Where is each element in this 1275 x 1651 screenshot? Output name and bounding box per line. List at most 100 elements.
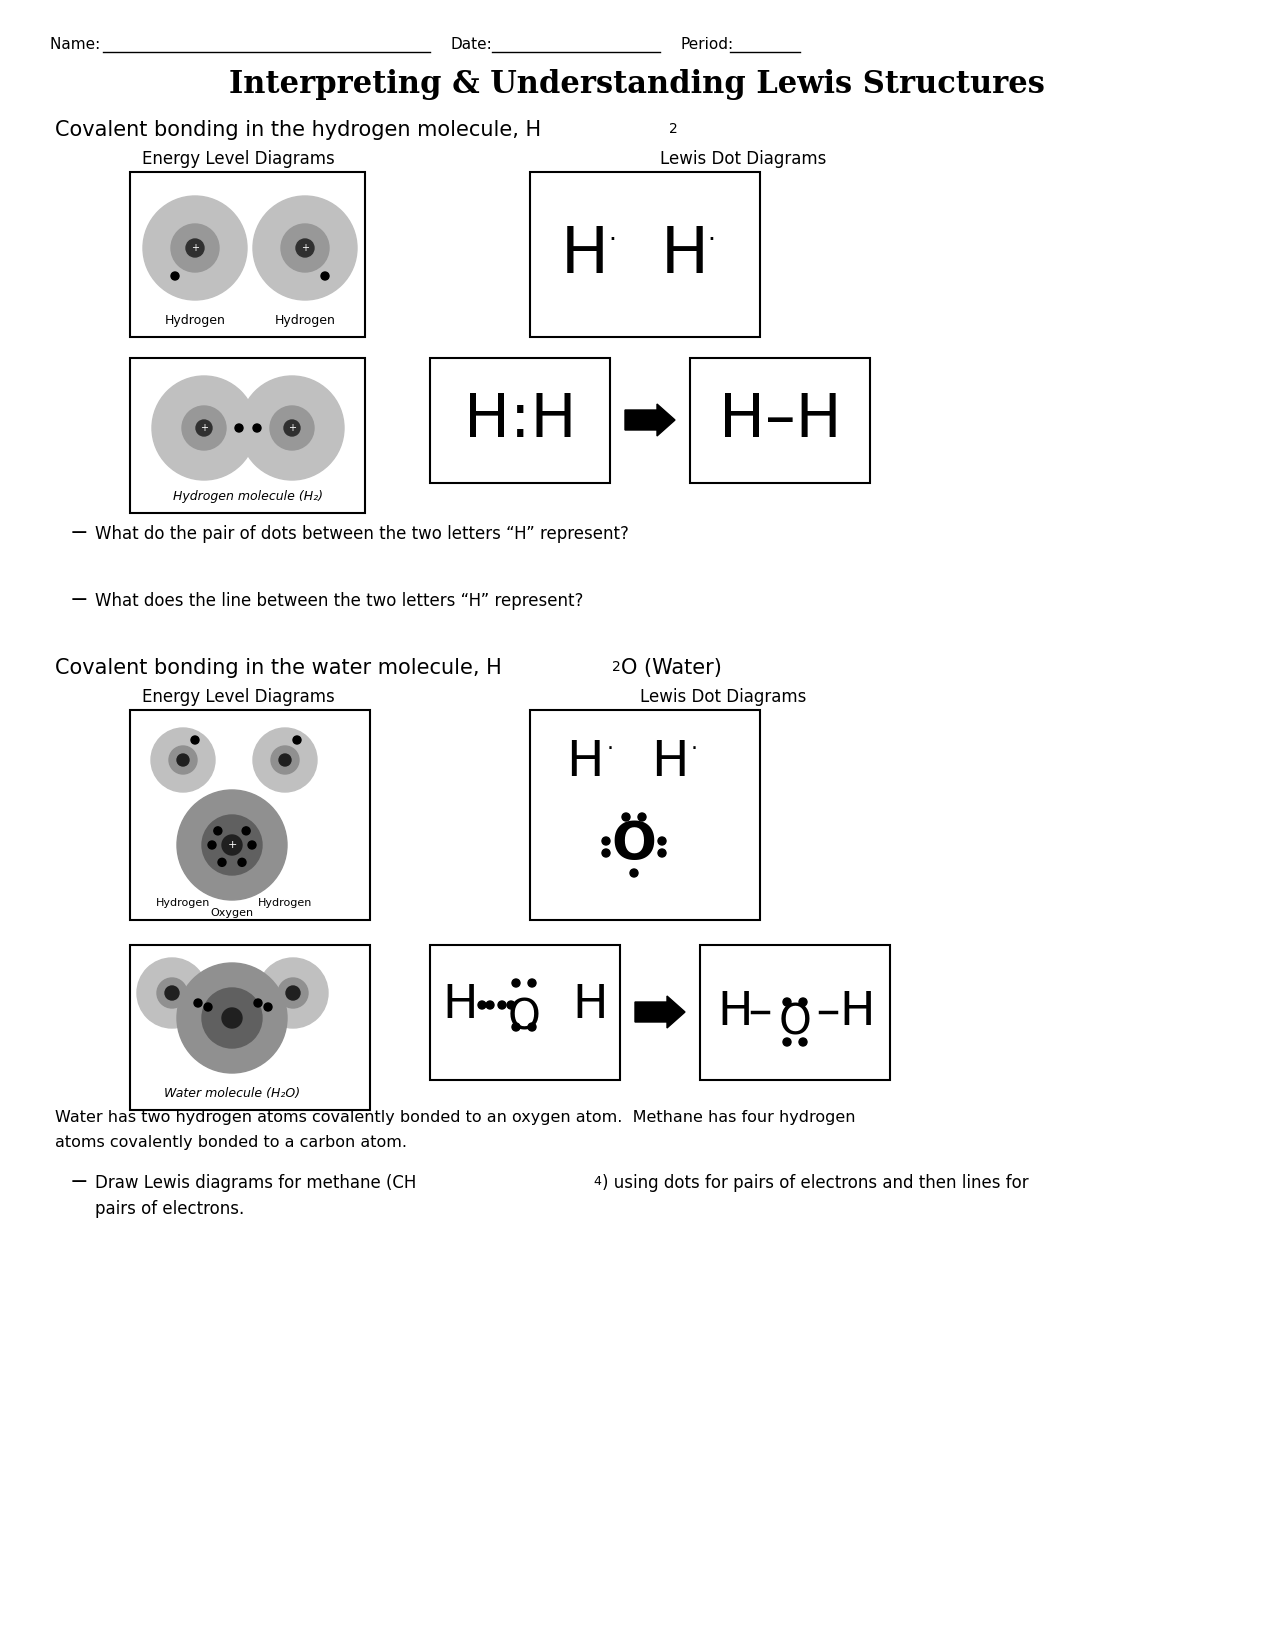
Circle shape (783, 1038, 790, 1047)
Circle shape (286, 986, 300, 1001)
Text: Hydrogen molecule (H₂): Hydrogen molecule (H₂) (173, 490, 323, 504)
Circle shape (486, 1001, 493, 1009)
Circle shape (507, 1001, 515, 1009)
Text: Hydrogen: Hydrogen (274, 314, 335, 327)
Text: 2: 2 (669, 122, 678, 135)
Text: Energy Level Diagrams: Energy Level Diagrams (142, 688, 334, 707)
Text: ·: · (608, 228, 616, 253)
Bar (530, 172, 760, 337)
Bar (430, 358, 609, 484)
Circle shape (296, 239, 314, 258)
Circle shape (222, 835, 242, 855)
Circle shape (238, 859, 246, 867)
Circle shape (182, 406, 226, 451)
Text: ·: · (708, 228, 715, 253)
Circle shape (152, 376, 256, 480)
Text: Date:: Date: (450, 36, 492, 51)
Circle shape (191, 736, 199, 745)
FancyArrow shape (625, 404, 674, 436)
Circle shape (214, 827, 222, 835)
Text: −: − (70, 589, 89, 609)
Circle shape (177, 755, 189, 766)
Circle shape (293, 736, 301, 745)
Circle shape (196, 419, 212, 436)
Circle shape (150, 728, 215, 792)
Text: Name:: Name: (50, 36, 105, 51)
Text: O: O (507, 996, 541, 1038)
Circle shape (249, 840, 256, 849)
Text: O: O (612, 819, 657, 872)
Text: ·: · (691, 740, 697, 759)
Text: H:H: H:H (464, 391, 576, 449)
Circle shape (622, 812, 630, 821)
Circle shape (658, 837, 666, 845)
Circle shape (258, 958, 328, 1029)
Text: O (Water): O (Water) (621, 659, 722, 679)
Text: Water has two hydrogen atoms covalently bonded to an oxygen atom.  Methane has f: Water has two hydrogen atoms covalently … (55, 1109, 856, 1124)
Circle shape (164, 986, 178, 1001)
Text: H: H (561, 225, 609, 286)
Text: O: O (779, 1001, 811, 1043)
Text: H: H (652, 738, 688, 786)
Circle shape (638, 812, 646, 821)
Circle shape (171, 225, 219, 272)
Text: ·: · (607, 740, 613, 759)
Circle shape (222, 1009, 242, 1029)
Bar (130, 710, 370, 920)
Circle shape (136, 958, 207, 1029)
Circle shape (783, 997, 790, 1005)
Text: Hydrogen: Hydrogen (164, 314, 226, 327)
Circle shape (170, 746, 198, 774)
Circle shape (252, 196, 357, 300)
Circle shape (208, 840, 215, 849)
Bar (130, 172, 365, 337)
Text: Oxygen: Oxygen (210, 908, 254, 918)
Circle shape (143, 196, 247, 300)
Circle shape (280, 225, 329, 272)
Circle shape (799, 1038, 807, 1047)
Text: Water molecule (H₂O): Water molecule (H₂O) (164, 1086, 300, 1100)
Circle shape (171, 272, 179, 281)
Text: What do the pair of dots between the two letters “H” represent?: What do the pair of dots between the two… (96, 525, 629, 543)
Circle shape (528, 1024, 536, 1030)
Text: +: + (288, 423, 296, 433)
Text: H: H (566, 738, 604, 786)
Text: H: H (572, 982, 608, 1027)
Circle shape (602, 837, 609, 845)
Text: ) using dots for pairs of electrons and then lines for: ) using dots for pairs of electrons and … (602, 1174, 1029, 1192)
Text: atoms covalently bonded to a carbon atom.: atoms covalently bonded to a carbon atom… (55, 1134, 407, 1151)
Circle shape (799, 997, 807, 1005)
Text: +: + (227, 840, 237, 850)
Circle shape (321, 272, 329, 281)
Circle shape (630, 868, 638, 877)
Text: What does the line between the two letters “H” represent?: What does the line between the two lette… (96, 593, 584, 609)
Text: Hydrogen: Hydrogen (258, 898, 312, 908)
Circle shape (284, 419, 300, 436)
Circle shape (278, 977, 309, 1009)
Circle shape (528, 979, 536, 987)
Circle shape (270, 406, 314, 451)
Circle shape (279, 755, 291, 766)
Bar (530, 710, 760, 920)
Text: Period:: Period: (680, 36, 733, 51)
FancyArrow shape (635, 996, 685, 1029)
Circle shape (478, 1001, 486, 1009)
Text: −: − (70, 1172, 89, 1192)
Text: H: H (442, 982, 478, 1027)
Circle shape (194, 999, 201, 1007)
Text: H: H (718, 989, 752, 1035)
Text: Covalent bonding in the hydrogen molecule, H: Covalent bonding in the hydrogen molecul… (55, 121, 541, 140)
Text: Interpreting & Understanding Lewis Structures: Interpreting & Understanding Lewis Struc… (230, 69, 1046, 101)
Text: Draw Lewis diagrams for methane (CH: Draw Lewis diagrams for methane (CH (96, 1174, 417, 1192)
Circle shape (658, 849, 666, 857)
Bar (690, 358, 870, 484)
Text: H–H: H–H (719, 391, 842, 449)
Circle shape (235, 424, 244, 433)
Text: 2: 2 (612, 660, 621, 674)
Circle shape (252, 424, 261, 433)
Text: −: − (70, 523, 89, 543)
Text: Lewis Dot Diagrams: Lewis Dot Diagrams (640, 688, 806, 707)
Text: Energy Level Diagrams: Energy Level Diagrams (142, 150, 334, 168)
Text: +: + (301, 243, 309, 253)
Circle shape (513, 1024, 520, 1030)
